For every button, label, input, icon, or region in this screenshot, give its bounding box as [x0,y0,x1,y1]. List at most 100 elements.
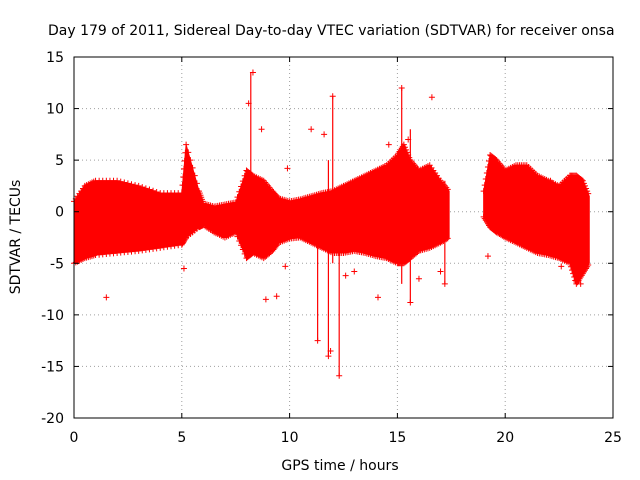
data-point-outlier [262,296,269,303]
data-point-outlier [547,177,554,184]
data-point [114,177,121,184]
data-point-outlier [321,131,328,138]
data-point [569,267,576,274]
data-point-outlier [407,299,414,306]
data-point-outlier [284,165,291,172]
data-point [121,179,128,186]
data-point [236,237,243,244]
data-point [267,249,274,256]
data-point [578,176,585,183]
data-point [241,250,248,257]
data-point [241,172,248,179]
data-point [483,170,490,177]
data-point [580,180,587,187]
data-point [403,146,410,153]
data-point [142,185,149,192]
data-point-outlier [314,337,321,344]
data-point-outlier [573,278,580,285]
data-point [150,245,157,252]
y-axis-label: SDTVAR / TECUs [8,180,24,295]
data-point [585,190,592,197]
y-tick-label: -20 [41,411,64,427]
data-point-outlier [342,272,349,279]
data-point-outlier [325,353,332,360]
data-point [232,199,239,206]
data-point [139,247,146,254]
data-point [160,244,167,251]
data-point [139,184,146,191]
data-point [132,182,139,189]
data-point [179,182,186,189]
data-point-outlier [441,280,448,287]
data-point [124,180,131,187]
plot-border [73,56,614,419]
data-point-outlier [385,141,392,148]
data-point-outlier [103,294,110,301]
data-point [404,149,411,156]
data-point [183,141,190,148]
y-tick-label: 10 [46,102,64,118]
data-point [171,242,178,249]
data-point-outlier [327,347,334,354]
data-point [566,260,573,267]
data-point-outlier [415,275,422,282]
data-point [168,243,175,250]
axis-ticks: 0 5 10 15 20 25 -20 -15 -10 -5 0 5 10 15 [41,50,622,446]
data-point [185,149,192,156]
data-point-outlier [329,93,336,100]
data-point-outlier [484,253,491,260]
data-point [444,186,451,193]
x-tick-label: 10 [281,430,299,446]
data-point [481,182,488,189]
x-tick-label: 0 [70,430,79,446]
data-point [135,247,142,254]
data-point [142,246,149,253]
data-point [500,233,507,240]
data-point [146,186,153,193]
data-point [150,187,157,194]
data-point-outlier [336,372,343,379]
data-point [234,194,241,201]
data-point-outlier [558,263,565,270]
data-point [585,262,592,269]
data-point-outlier [308,126,315,133]
data-point [236,188,243,195]
data-point [157,244,164,251]
data-point [444,235,451,242]
data-point-outlier [245,100,252,107]
data-point [401,144,408,151]
data-point [232,229,239,236]
data-point [482,176,489,183]
y-tick-label: 15 [46,50,64,66]
data-point [581,182,588,189]
data-point [584,188,591,195]
data-point [135,182,142,189]
y-tick-label: 5 [55,153,64,169]
data-point [567,263,574,270]
data-point-outlier [180,265,187,272]
data-point [189,164,196,171]
data-point [484,164,491,171]
data-point-outlier [405,136,412,143]
x-tick-label: 25 [604,430,622,446]
data-point-outlier [541,182,548,189]
data-point [570,270,577,277]
data-point [153,188,160,195]
data-point-outlier [282,263,289,270]
data-point-outlier [437,268,444,275]
data-point [239,178,246,185]
data-point [238,183,245,190]
data-point [181,157,188,164]
data-point [178,190,185,197]
data-point [239,246,246,253]
data-point [571,274,578,281]
x-tick-label: 5 [177,430,186,446]
data-point [180,173,187,180]
data-point [492,156,499,163]
data-point [191,172,198,179]
data-point [175,242,182,249]
data-point [117,178,124,185]
data-point [406,154,413,161]
data-point [146,246,153,253]
